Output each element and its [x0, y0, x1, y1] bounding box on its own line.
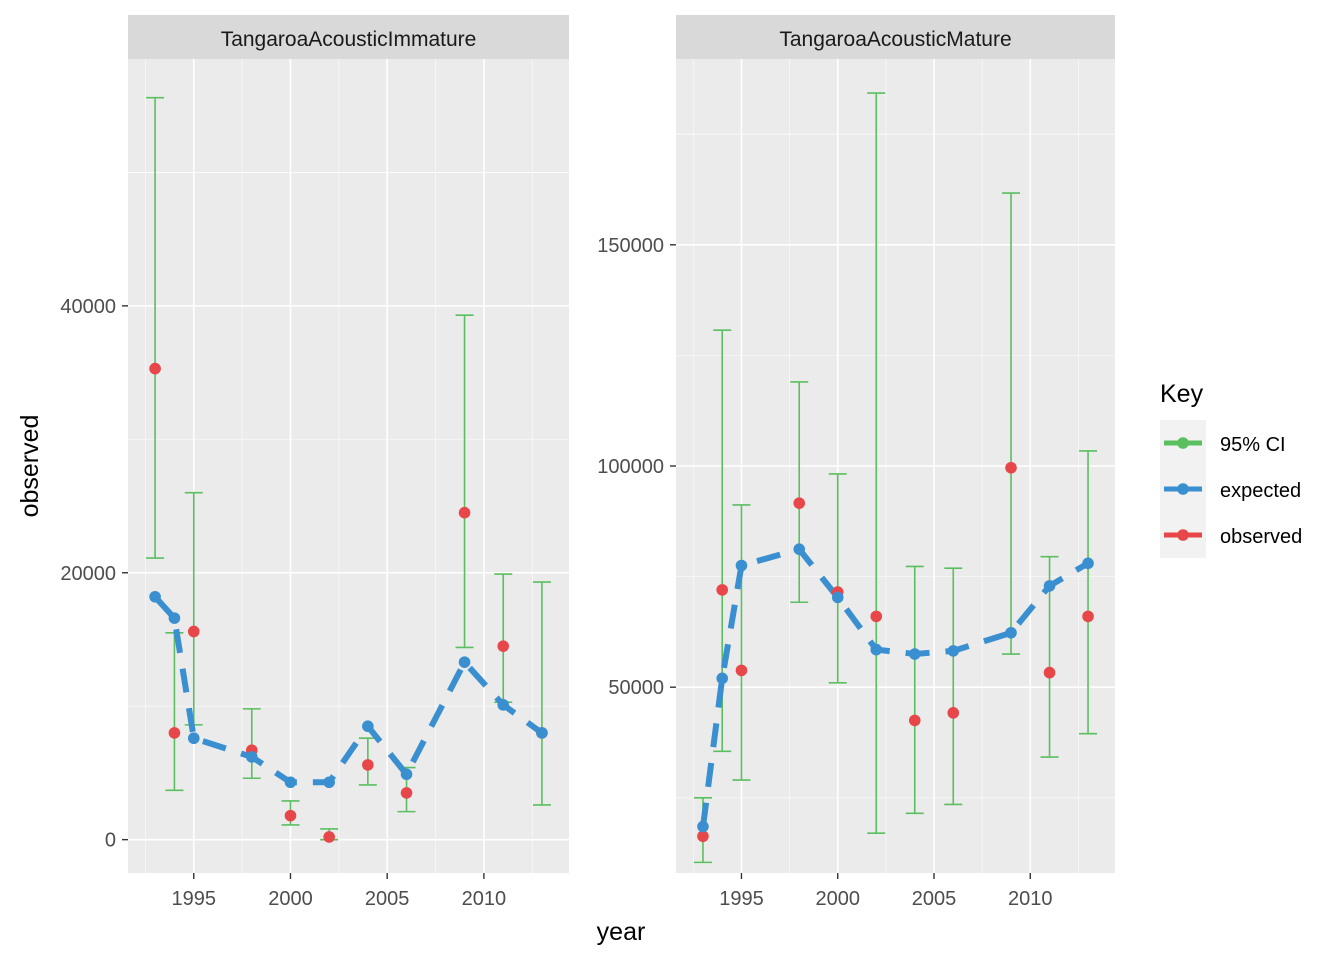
- observed-point: [947, 707, 960, 719]
- panel-strip-title: TangaroaAcousticMature: [779, 28, 1011, 51]
- observed-point: [400, 787, 413, 799]
- expected-point: [284, 776, 297, 789]
- expected-point: [697, 820, 709, 833]
- expected-point: [458, 656, 471, 668]
- legend: Key 95% CI expected observed: [1160, 380, 1302, 558]
- observed-point: [735, 664, 748, 677]
- expected-point: [735, 559, 748, 572]
- expected-point: [497, 699, 510, 711]
- legend-label: 95% CI: [1220, 434, 1286, 456]
- expected-point: [947, 645, 960, 657]
- expected-point: [362, 720, 374, 733]
- expected-point: [1043, 580, 1056, 592]
- expected-point: [716, 672, 729, 685]
- x-tick-label: 2000: [815, 888, 860, 910]
- expected-point: [323, 776, 335, 789]
- x-tick-label: 1995: [719, 888, 764, 910]
- y-tick-label: 150000: [597, 235, 664, 257]
- observed-point: [362, 759, 374, 771]
- panel-strip: [676, 15, 1115, 59]
- expected-point: [870, 643, 883, 656]
- x-tick-label: 1995: [172, 888, 217, 910]
- expected-point: [908, 648, 921, 660]
- expected-point: [245, 751, 258, 763]
- observed-point: [149, 362, 161, 375]
- x-tick-label: 2005: [912, 888, 957, 910]
- expected-point: [149, 590, 161, 603]
- y-tick-label: 100000: [597, 456, 664, 478]
- legend-item: 95% CI: [1160, 420, 1286, 466]
- observed-point: [187, 625, 200, 638]
- expected-point: [1082, 557, 1094, 570]
- panel-background: [128, 59, 569, 873]
- legend-items: 95% CI expected observed: [1160, 420, 1302, 558]
- expected-point: [187, 732, 200, 745]
- legend-label: expected: [1220, 480, 1301, 502]
- expected-point: [831, 591, 844, 604]
- observed-point: [1043, 666, 1056, 679]
- observed-point: [793, 497, 806, 509]
- expected-point: [536, 727, 548, 739]
- observed-point: [716, 584, 729, 596]
- x-tick-label: 2005: [365, 888, 410, 910]
- legend-key-point: [1177, 529, 1189, 541]
- legend-label: observed: [1220, 526, 1302, 548]
- observed-point: [1082, 610, 1094, 623]
- legend-item: observed: [1160, 512, 1302, 558]
- y-tick-label: 40000: [60, 296, 116, 318]
- x-tick-label: 2010: [1008, 888, 1053, 910]
- panel-strip: [128, 15, 569, 59]
- x-tick-label: 2000: [268, 888, 313, 910]
- legend-key-point: [1177, 483, 1189, 495]
- observed-point: [458, 506, 471, 519]
- legend-title: Key: [1160, 380, 1204, 408]
- expected-point: [1005, 626, 1017, 639]
- expected-point: [400, 768, 413, 781]
- legend-item: expected: [1160, 466, 1301, 512]
- x-axis-title: year: [597, 918, 646, 946]
- observed-point: [1005, 461, 1017, 474]
- panels: TangaroaAcousticImmature 1995 2000 2005 2010…: [60, 15, 1115, 910]
- expected-point: [793, 543, 806, 555]
- y-tick-label: 20000: [60, 563, 116, 585]
- observed-point: [908, 714, 921, 727]
- panel-1: TangaroaAcousticImmature 1995 2000 2005 2010…: [60, 15, 569, 910]
- panel-2: TangaroaAcousticMature 1995 2000 2005 2010 50…: [597, 15, 1115, 910]
- observed-point: [284, 809, 297, 822]
- y-tick-label: 0: [105, 830, 116, 852]
- legend-key-point: [1177, 437, 1189, 449]
- observed-point: [497, 640, 510, 652]
- panel-strip-title: TangaroaAcousticImmature: [221, 28, 477, 51]
- observed-point: [697, 830, 709, 843]
- y-tick-label: 50000: [608, 677, 664, 699]
- y-axis-title: observed: [16, 415, 44, 518]
- observed-point: [323, 831, 335, 843]
- x-tick-label: 2010: [462, 888, 507, 910]
- observed-point: [870, 610, 883, 623]
- observed-point: [168, 727, 181, 739]
- expected-point: [168, 612, 181, 624]
